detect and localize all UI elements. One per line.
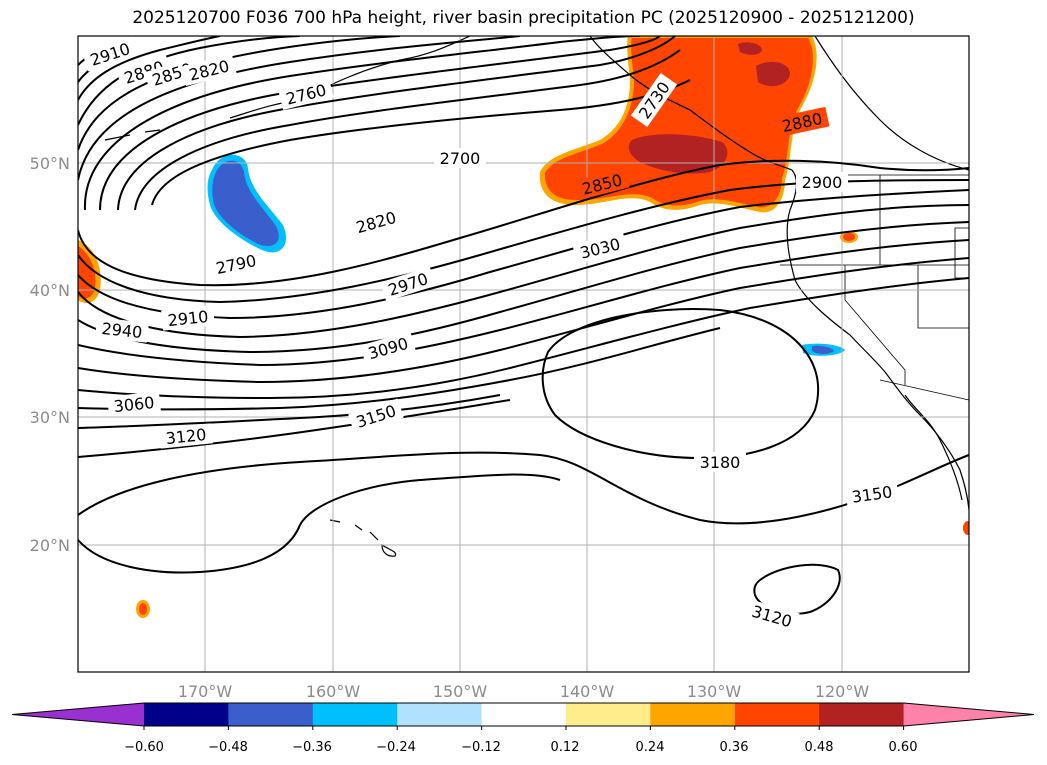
colorbar-ticks: −0.60 −0.48 −0.36 −0.24 −0.12 0.12 0.24 … bbox=[124, 740, 917, 755]
negative-anomaly-core bbox=[212, 160, 279, 246]
positive-anomaly-spot-2-core bbox=[139, 603, 147, 615]
colorbar-extension-min bbox=[12, 703, 144, 726]
strong-anomaly-core-3 bbox=[756, 61, 790, 87]
colorbar-segment bbox=[312, 703, 398, 726]
negative-anomaly-socal-core bbox=[812, 345, 834, 354]
lon-label: 150°W bbox=[433, 682, 488, 701]
colorbar bbox=[11, 702, 1035, 730]
colorbar-tick-label: 0.12 bbox=[551, 740, 580, 755]
colorbar-segment bbox=[819, 703, 905, 726]
colorbar-segment bbox=[397, 703, 483, 726]
colorbar-segment bbox=[144, 703, 229, 726]
contour-label: 3090 bbox=[366, 334, 410, 363]
lon-label: 120°W bbox=[815, 682, 870, 701]
contour-labels: 2910 2880 2850 2820 2760 2730 2880 2900 … bbox=[82, 36, 900, 633]
colorbar-segment bbox=[734, 703, 820, 726]
contour-label: 2790 bbox=[214, 251, 258, 278]
contour-label: 2940 bbox=[101, 319, 143, 342]
longitude-labels: 170°W 160°W 150°W 140°W 130°W 120°W bbox=[178, 682, 870, 701]
lat-label: 50°N bbox=[30, 154, 70, 173]
colorbar-segment bbox=[481, 703, 567, 726]
height-contours bbox=[78, 36, 969, 615]
contour-label: 3120 bbox=[750, 602, 794, 631]
contour-label: 3060 bbox=[113, 393, 155, 416]
contour-label: 2910 bbox=[88, 39, 133, 70]
contour-label: 2900 bbox=[802, 173, 843, 192]
colorbar-tick-label: −0.60 bbox=[124, 740, 164, 755]
contour-label: 2910 bbox=[167, 307, 209, 330]
colorbar-segment bbox=[228, 703, 314, 726]
strong-anomaly-core-1 bbox=[628, 134, 728, 174]
coastlines bbox=[104, 36, 969, 557]
strong-anomaly-core-2 bbox=[738, 42, 762, 55]
colorbar-extension-max bbox=[903, 703, 1034, 726]
positive-anomaly-northwest-core bbox=[544, 38, 813, 208]
contour-label: 3150 bbox=[851, 482, 894, 506]
colorbar-tick-label: 0.60 bbox=[889, 740, 918, 755]
map-area bbox=[78, 36, 969, 672]
lon-label: 130°W bbox=[687, 682, 742, 701]
colorbar-tick-label: −0.12 bbox=[461, 740, 501, 755]
contour-label: 3180 bbox=[700, 453, 741, 472]
contour-label: 3120 bbox=[165, 425, 207, 448]
contour-label: 2700 bbox=[440, 149, 481, 168]
lon-label: 140°W bbox=[560, 682, 615, 701]
lon-label: 170°W bbox=[178, 682, 233, 701]
lat-label: 20°N bbox=[30, 536, 70, 555]
colorbar-tick-label: −0.48 bbox=[208, 740, 248, 755]
colorbar-tick-label: −0.24 bbox=[376, 740, 416, 755]
map-frame bbox=[77, 35, 970, 673]
colorbar-segment bbox=[650, 703, 736, 726]
lon-label: 160°W bbox=[306, 682, 361, 701]
colorbar-tick-label: 0.36 bbox=[720, 740, 749, 755]
colorbar-tick-label: 0.24 bbox=[636, 740, 665, 755]
gridlines bbox=[78, 36, 969, 672]
lat-label: 40°N bbox=[30, 281, 70, 300]
map-title: 2025120700 F036 700 hPa height, river ba… bbox=[132, 8, 915, 28]
positive-anomaly-west-core bbox=[78, 246, 96, 299]
colorbar-segment bbox=[566, 703, 651, 726]
lat-label: 30°N bbox=[30, 408, 70, 427]
precip-shading bbox=[78, 36, 969, 618]
contour-label: 3150 bbox=[354, 401, 399, 432]
contour-label: 3030 bbox=[578, 234, 622, 262]
contour-label: 2820 bbox=[354, 208, 398, 237]
positive-anomaly-spot-3 bbox=[963, 521, 969, 535]
latitude-labels: 50°N 40°N 30°N 20°N bbox=[30, 154, 70, 555]
colorbar-tick-label: −0.36 bbox=[292, 740, 332, 755]
colorbar-tick-label: 0.48 bbox=[805, 740, 834, 755]
positive-anomaly-spot-1-core bbox=[843, 233, 855, 241]
